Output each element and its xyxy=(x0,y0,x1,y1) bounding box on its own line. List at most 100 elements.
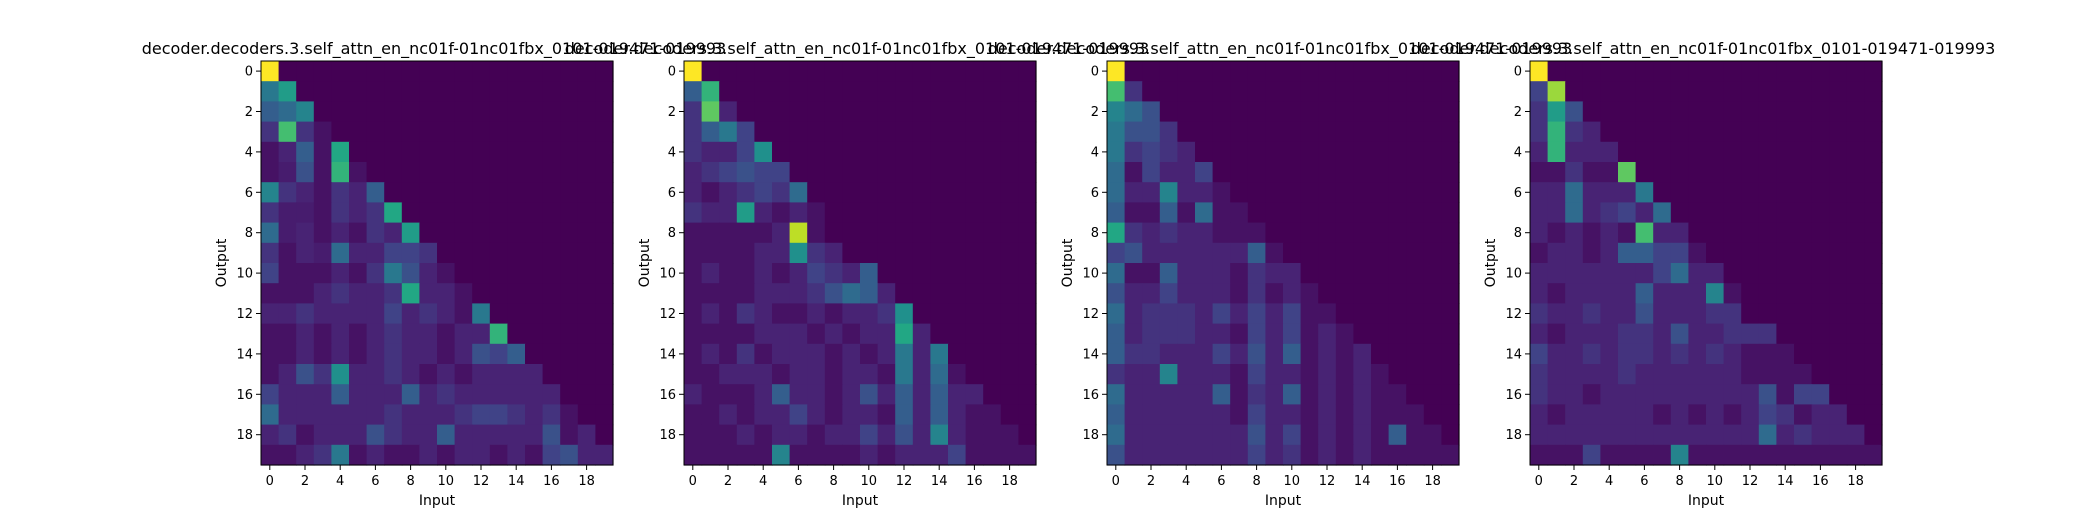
heatmap-cell xyxy=(1142,162,1161,183)
heatmap-cell xyxy=(877,303,896,325)
heatmap-cell xyxy=(1265,283,1284,304)
heatmap-cell xyxy=(1723,384,1742,405)
heatmap-cell xyxy=(877,404,896,426)
heatmap-cell xyxy=(384,263,403,284)
heatmap-cell xyxy=(1582,343,1601,365)
heatmap-cell xyxy=(983,121,1002,143)
heatmap-cell xyxy=(1230,222,1249,244)
heatmap-cell xyxy=(895,242,914,264)
heatmap-cell xyxy=(560,364,579,385)
heatmap-cell xyxy=(895,283,914,304)
heatmap-cell xyxy=(1406,343,1425,365)
heatmap-cell xyxy=(472,101,491,123)
heatmap-cell xyxy=(1107,303,1126,325)
x-tick-label: 18 xyxy=(1001,474,1018,489)
heatmap-cells xyxy=(684,61,1037,466)
heatmap-cell xyxy=(1124,202,1143,224)
heatmap-cell xyxy=(824,404,843,426)
heatmap-cell xyxy=(719,202,738,224)
heatmap-cell xyxy=(983,283,1002,304)
heatmap-cell xyxy=(1741,242,1760,264)
heatmap-cell xyxy=(1353,121,1372,143)
heatmap-cell xyxy=(454,202,473,224)
heatmap-cell xyxy=(507,242,526,264)
heatmap-cell xyxy=(807,343,826,365)
heatmap-cell xyxy=(807,364,826,385)
heatmap-cell xyxy=(1794,121,1813,143)
heatmap-cell xyxy=(1283,364,1302,385)
heatmap-cell xyxy=(525,323,544,345)
heatmap-cell xyxy=(1758,424,1777,446)
heatmap-cell xyxy=(1335,242,1354,264)
heatmap-cell xyxy=(1388,323,1407,345)
heatmap-cell xyxy=(1706,101,1725,123)
heatmap-cell xyxy=(1388,343,1407,365)
heatmap-cell xyxy=(824,343,843,365)
y-tick-label: 18 xyxy=(1505,428,1522,443)
heatmap-cell xyxy=(1353,444,1372,466)
heatmap-cell xyxy=(1230,61,1249,82)
heatmap-cell xyxy=(807,202,826,224)
heatmap-cell xyxy=(1635,61,1654,82)
heatmap-cell xyxy=(1212,242,1231,264)
heatmap-cell xyxy=(1142,404,1161,426)
heatmap-cell xyxy=(824,263,843,284)
heatmap-cell xyxy=(577,303,596,325)
heatmap-cell xyxy=(1230,182,1249,203)
heatmap-cell xyxy=(1864,323,1883,345)
heatmap-cell xyxy=(278,182,297,203)
heatmap-cell xyxy=(736,364,755,385)
heatmap-cell xyxy=(313,202,332,224)
heatmap-cell xyxy=(331,424,350,446)
heatmap-cell xyxy=(1177,182,1196,203)
heatmap-cell xyxy=(1811,182,1830,203)
heatmap-cell xyxy=(877,222,896,244)
heatmap-cell xyxy=(1688,121,1707,143)
heatmap-cell xyxy=(401,384,420,405)
heatmap-cell xyxy=(1776,343,1795,365)
heatmap-cell xyxy=(454,121,473,143)
heatmap-cell xyxy=(1335,283,1354,304)
heatmap-cell xyxy=(331,121,350,143)
heatmap-cell xyxy=(560,263,579,284)
heatmap-cell xyxy=(1635,182,1654,203)
heatmap-cell xyxy=(1353,182,1372,203)
heatmap-cell xyxy=(701,81,720,102)
heatmap-cell xyxy=(842,303,861,325)
heatmap-cell xyxy=(1265,343,1284,365)
heatmap-cell xyxy=(1212,323,1231,345)
heatmap-cell xyxy=(824,182,843,203)
heatmap-cell xyxy=(983,81,1002,102)
heatmap-cell xyxy=(772,424,791,446)
heatmap-cell xyxy=(1776,202,1795,224)
heatmap-cell xyxy=(1811,444,1830,466)
heatmap-cell xyxy=(895,424,914,446)
heatmap-cell xyxy=(895,141,914,163)
heatmap-cell xyxy=(807,323,826,345)
heatmap-cell xyxy=(296,141,315,163)
heatmap-cell xyxy=(560,222,579,244)
plot-frame xyxy=(1106,60,1460,466)
heatmap-cell xyxy=(807,384,826,405)
heatmap-cell xyxy=(965,141,984,163)
heatmap-cell xyxy=(1177,222,1196,244)
heatmap-cell xyxy=(1195,222,1214,244)
heatmap-cell xyxy=(965,182,984,203)
heatmap-cell xyxy=(507,81,526,102)
x-tick-label: 14 xyxy=(1354,474,1371,489)
heatmap-cell xyxy=(1723,404,1742,426)
heatmap-cell xyxy=(577,404,596,426)
heatmap-cell xyxy=(489,182,508,203)
heatmap-cell xyxy=(577,364,596,385)
heatmap-cell xyxy=(754,404,773,426)
heatmap-cell xyxy=(1653,323,1672,345)
heatmap-cell xyxy=(1829,384,1848,405)
heatmap-cell xyxy=(1846,182,1865,203)
heatmap-cell xyxy=(1195,323,1214,345)
heatmap-cell xyxy=(1124,263,1143,284)
heatmap-cell xyxy=(772,303,791,325)
heatmap-cell xyxy=(278,303,297,325)
heatmap-cell xyxy=(1582,364,1601,385)
heatmap-cell xyxy=(1265,404,1284,426)
